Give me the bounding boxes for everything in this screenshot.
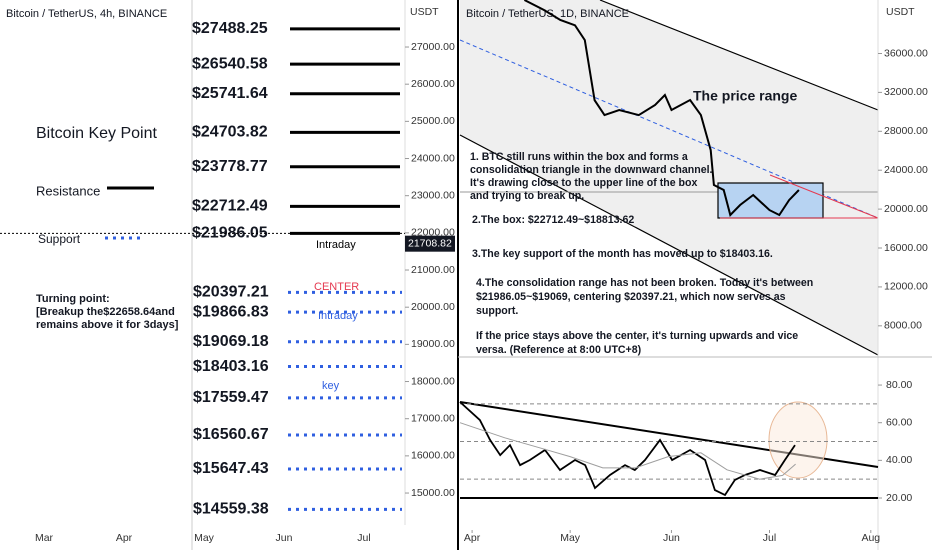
note: If the price stays above the center, it'… xyxy=(476,330,798,342)
y-tick-label: 18000.00 xyxy=(411,375,455,387)
level-label: $19069.18 xyxy=(193,333,269,350)
y-tick-label: 25000.00 xyxy=(411,115,455,127)
x-tick-label: Mar xyxy=(35,532,54,544)
level-label: $23778.77 xyxy=(192,158,268,175)
price-line xyxy=(523,0,800,217)
legend-label: Support xyxy=(38,232,81,246)
level-label: $24703.82 xyxy=(192,124,268,141)
x-tick-label: Jul xyxy=(763,532,776,544)
turning-point: Turning point: xyxy=(36,293,110,305)
y-tick-label: 24000.00 xyxy=(411,152,455,164)
y-tick-label: 27000.00 xyxy=(411,41,455,53)
level-label: $20397.21 xyxy=(193,284,269,301)
level-label: $19866.83 xyxy=(193,303,269,320)
last-price-label: 21708.82 xyxy=(408,237,452,249)
annotation: The price range xyxy=(693,88,797,104)
level-label: $22712.49 xyxy=(192,198,268,215)
level-label: $15647.43 xyxy=(193,460,269,477)
legend-label: Resistance xyxy=(36,183,100,198)
level-label: $27488.25 xyxy=(192,20,268,37)
channel-lower xyxy=(459,134,879,356)
y-tick-label: 20000.00 xyxy=(884,203,928,215)
y-tick-label: 15000.00 xyxy=(411,487,455,499)
axis-label: USDT xyxy=(410,6,439,18)
level-label: $18403.16 xyxy=(193,358,269,375)
x-tick-label: May xyxy=(194,532,215,544)
triangle-line xyxy=(769,174,879,219)
y-tick-label: 20.00 xyxy=(886,492,912,504)
y-tick-label: 28000.00 xyxy=(884,125,928,137)
chart-title: Bitcoin / TetherUS, 4h, BINANCE xyxy=(6,8,167,20)
last-price-box xyxy=(405,235,455,252)
x-tick-label: Jul xyxy=(357,532,370,544)
note: $21986.05~$19069, centering $20397.21, w… xyxy=(476,291,786,303)
y-tick-label: 32000.00 xyxy=(884,86,928,98)
chart-title: Bitcoin / TetherUS, 1D, BINANCE xyxy=(466,8,629,20)
note: 4.The consolidation range has not been b… xyxy=(476,277,813,289)
note: 1. BTC still runs within the box and for… xyxy=(470,151,688,163)
level-label: $16560.67 xyxy=(193,426,269,443)
level-label: $14559.38 xyxy=(193,501,269,518)
note: support. xyxy=(476,305,518,317)
highlight-circle xyxy=(768,401,828,479)
y-tick-label: 20000.00 xyxy=(411,301,455,313)
y-tick-label: 80.00 xyxy=(886,379,912,391)
x-tick-label: Jun xyxy=(663,532,680,544)
level-label: $26540.58 xyxy=(192,55,268,72)
annotation: Intraday xyxy=(316,239,356,251)
x-tick-label: Apr xyxy=(116,532,133,544)
note: consolidation triangle in the downward c… xyxy=(470,164,713,176)
rsi-line xyxy=(459,422,796,480)
level-label: $25741.64 xyxy=(192,85,268,102)
y-tick-label: 26000.00 xyxy=(411,78,455,90)
x-tick-label: Apr xyxy=(464,532,481,544)
y-tick-label: 16000.00 xyxy=(411,450,455,462)
y-tick-label: 19000.00 xyxy=(411,338,455,350)
channel-upper xyxy=(599,0,879,111)
y-tick-label: 24000.00 xyxy=(884,164,928,176)
y-tick-label: 40.00 xyxy=(886,454,912,466)
y-tick-label: 16000.00 xyxy=(884,242,928,254)
annotation: Intraday xyxy=(318,310,358,322)
heading: Bitcoin Key Point xyxy=(36,125,158,142)
level-label: $17559.47 xyxy=(193,389,269,406)
annotation: key xyxy=(322,380,340,392)
note: 3.The key support of the month has moved… xyxy=(472,248,773,260)
note: versa. (Reference at 8:00 UTC+8) xyxy=(476,344,641,356)
note: 2.The box: $22712.49~$18813.62 xyxy=(472,214,634,226)
y-tick-label: 12000.00 xyxy=(884,281,928,293)
y-tick-label: 23000.00 xyxy=(411,189,455,201)
channel-shade xyxy=(460,0,878,355)
turning-point: remains above it for 3days] xyxy=(36,319,179,331)
y-tick-label: 8000.00 xyxy=(884,320,922,332)
note: and trying to break up. xyxy=(470,190,584,202)
y-tick-label: 60.00 xyxy=(886,416,912,428)
y-tick-label: 22000.00 xyxy=(411,227,455,239)
y-tick-label: 36000.00 xyxy=(884,47,928,59)
note: It's drawing close to the upper line of … xyxy=(470,177,697,189)
annotation: CENTER xyxy=(314,281,359,293)
axis-label: USDT xyxy=(886,6,915,18)
x-tick-label: May xyxy=(560,532,581,544)
y-tick-label: 17000.00 xyxy=(411,412,455,424)
x-tick-label: Aug xyxy=(861,532,880,544)
x-tick-label: Jun xyxy=(276,532,293,544)
turning-point: [Breakup the$22658.64and xyxy=(36,306,175,318)
y-tick-label: 21000.00 xyxy=(411,264,455,276)
